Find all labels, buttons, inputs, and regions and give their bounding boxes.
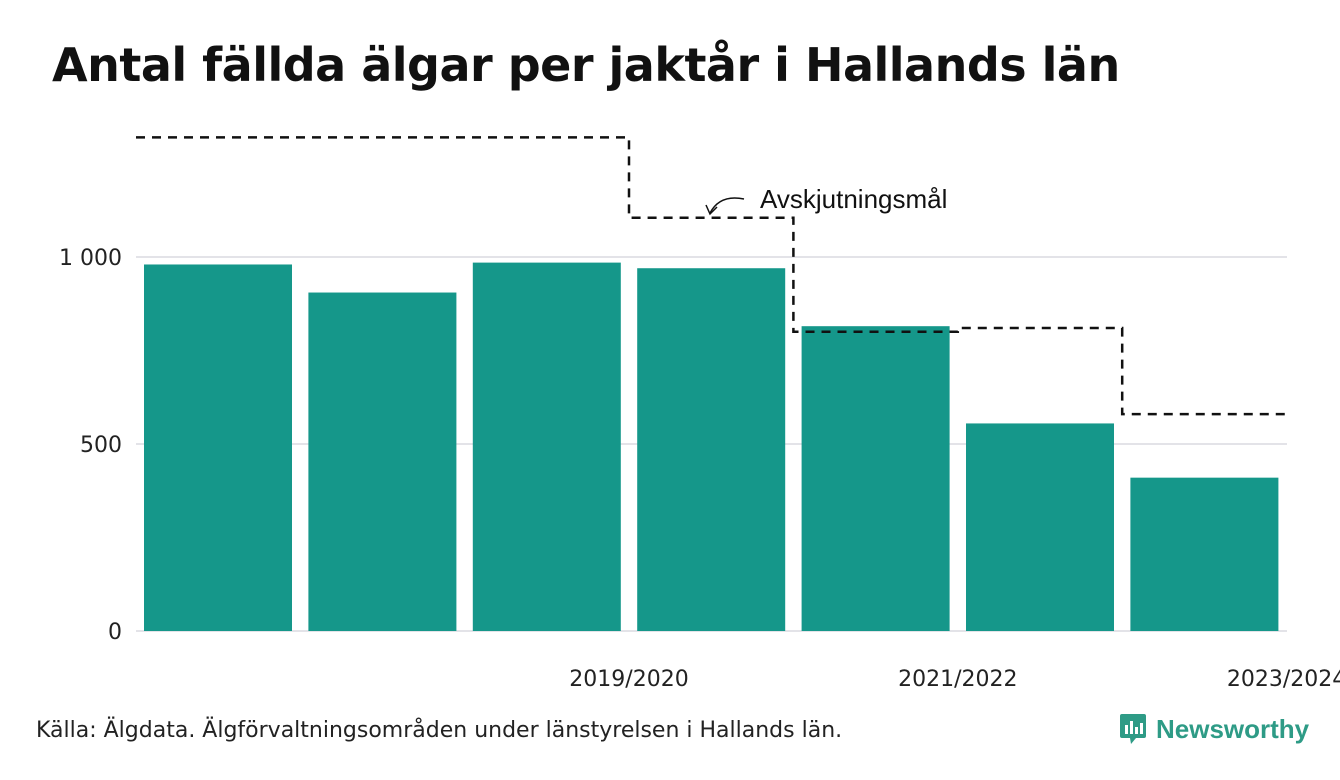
x-tick-label: 2021/2022 bbox=[898, 667, 1017, 692]
source-note: Källa: Älgdata. Älgförvaltningsområden u… bbox=[36, 718, 843, 743]
y-tick-label: 0 bbox=[108, 620, 122, 645]
bars bbox=[144, 262, 1279, 631]
x-axis: 2019/2020 2021/2022 2023/2024 bbox=[569, 667, 1340, 692]
brand-logo: Newsworthy bbox=[1118, 712, 1309, 746]
annotation-arrowhead bbox=[705, 204, 718, 216]
newsworthy-logo-icon bbox=[1120, 714, 1146, 744]
y-axis: 0 500 1 000 bbox=[59, 246, 122, 645]
y-tick-label: 1 000 bbox=[59, 246, 122, 271]
bar-chart: 0 500 1 000 2019/2020 2021/2022 2023/2024 Av… bbox=[59, 136, 1340, 692]
bar bbox=[472, 262, 621, 631]
bar bbox=[1130, 477, 1279, 631]
y-tick-label: 500 bbox=[80, 433, 122, 458]
annotation-arrow-icon bbox=[709, 197, 745, 214]
x-tick-label: 2023/2024 bbox=[1227, 667, 1340, 692]
bar bbox=[801, 326, 950, 631]
bar bbox=[966, 423, 1114, 631]
annotation-label: Avskjutningsmål bbox=[760, 184, 947, 214]
bar bbox=[308, 292, 457, 631]
annotation: Avskjutningsmål bbox=[705, 184, 947, 216]
x-tick-label: 2019/2020 bbox=[569, 667, 688, 692]
bar bbox=[144, 264, 292, 631]
chart-title: Antal fällda älgar per jaktår i Hallands… bbox=[52, 38, 1120, 92]
bar bbox=[637, 268, 786, 631]
brand-name: Newsworthy bbox=[1156, 713, 1310, 744]
